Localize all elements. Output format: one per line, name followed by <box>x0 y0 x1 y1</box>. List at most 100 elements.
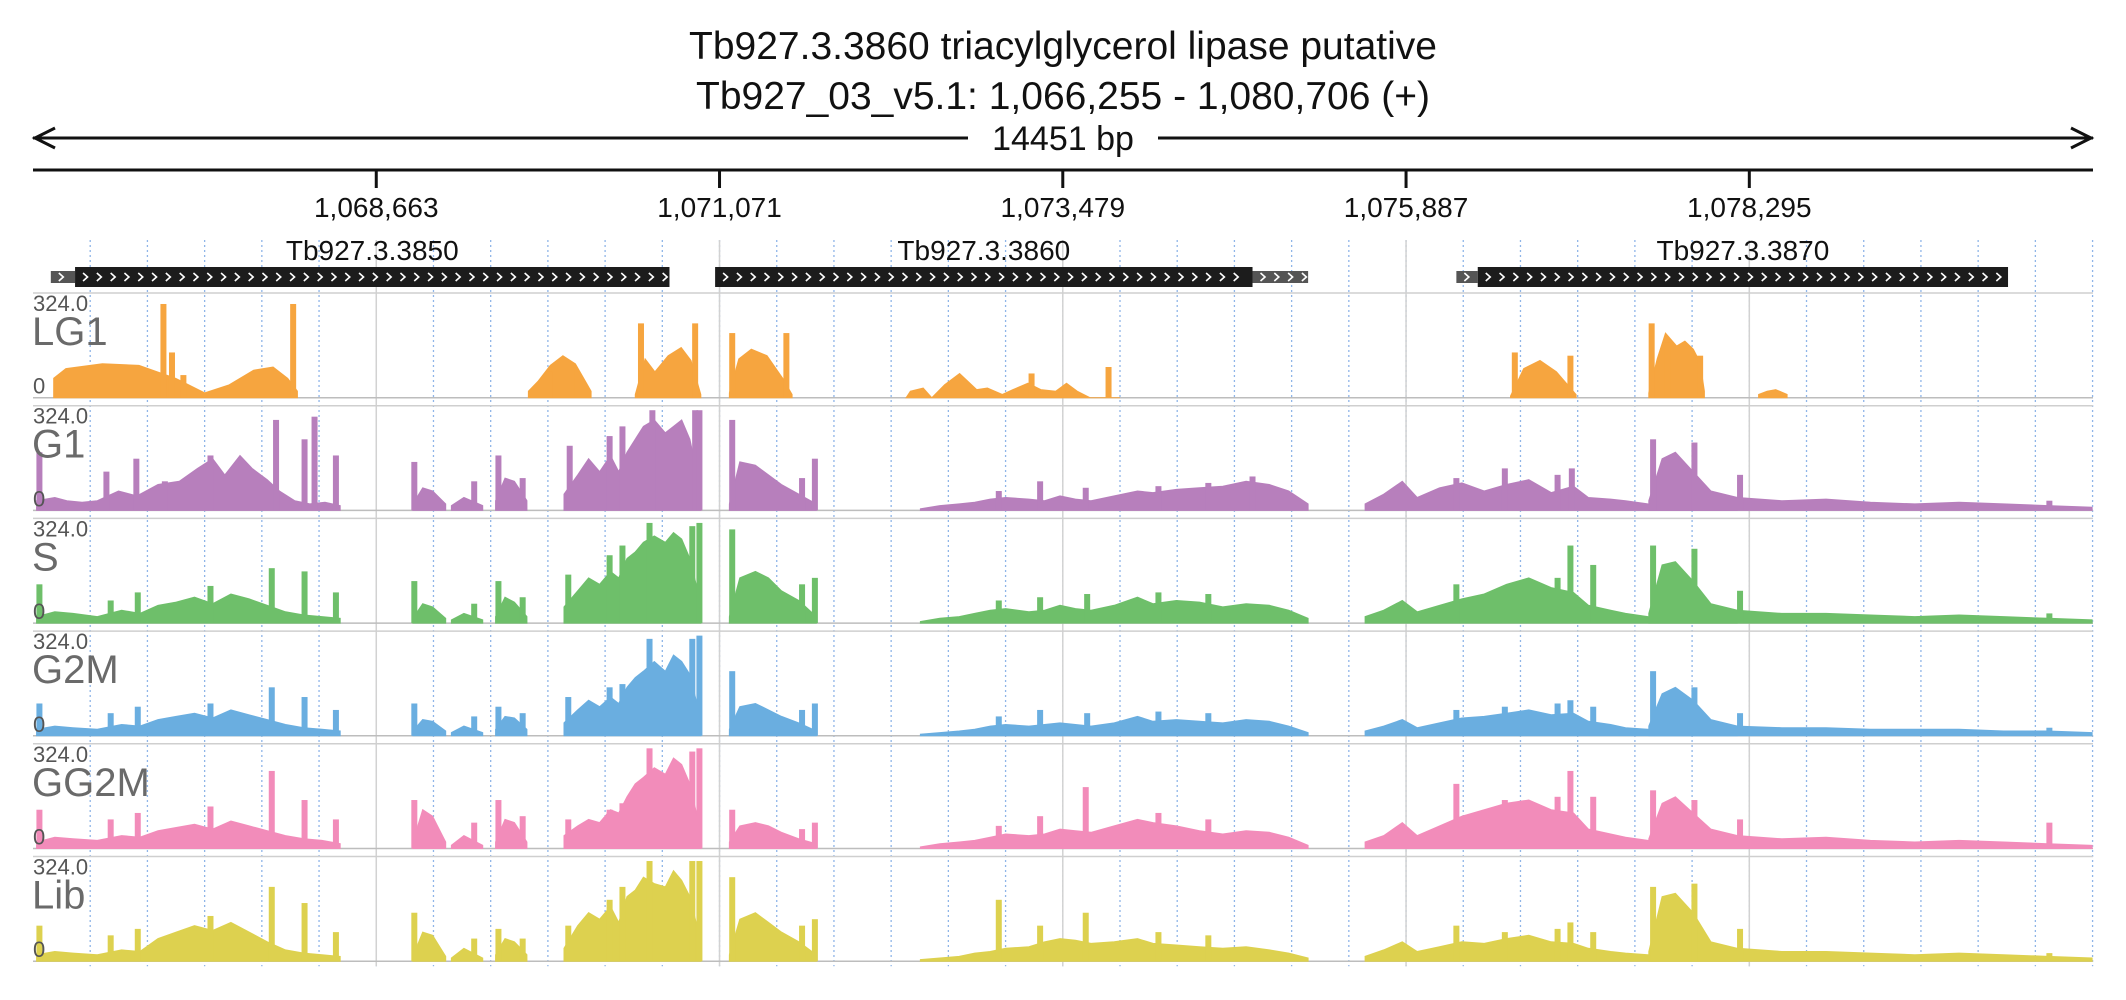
strand-chevron <box>970 272 978 282</box>
coverage-spike <box>1155 711 1162 736</box>
track-name-label: GG2M <box>32 761 150 805</box>
strand-chevron <box>1273 272 1281 282</box>
coverage-area <box>563 419 702 511</box>
coverage-spike <box>689 526 696 624</box>
coverage-spike <box>1554 928 1561 962</box>
coverage-spike <box>207 455 214 511</box>
track-ymin-label: 0 <box>33 374 45 399</box>
coverage-spike <box>471 938 478 962</box>
coverage-spike <box>1648 323 1655 398</box>
coverage-spike <box>1037 597 1044 624</box>
coverage-area <box>36 820 341 849</box>
coverage-spike <box>495 455 502 511</box>
strand-chevron <box>1233 272 1240 282</box>
strand-chevron <box>441 272 448 282</box>
coverage-spike <box>107 600 114 624</box>
strand-chevron <box>455 272 462 282</box>
coverage-spike <box>1650 886 1657 962</box>
coverage-area <box>36 921 341 962</box>
coverage-spike <box>606 687 613 736</box>
coverage-spike <box>689 861 696 962</box>
coverage-area <box>1648 451 2093 511</box>
strand-chevron <box>1177 272 1185 282</box>
track-name-label: G2M <box>32 648 119 692</box>
coverage-spike <box>1691 442 1698 511</box>
strand-chevron <box>1485 272 1492 282</box>
coverage-spike <box>36 584 43 624</box>
coverage-spike <box>332 455 339 511</box>
coverage-spike <box>2046 953 2053 962</box>
strand-chevron <box>1595 272 1602 282</box>
strand-chevron <box>1899 272 1906 282</box>
coverage-area <box>919 596 1309 624</box>
coverage-spike <box>619 545 626 624</box>
coverage-spike <box>1453 478 1460 511</box>
coverage-spike <box>649 410 656 511</box>
coverage-area <box>527 355 592 399</box>
strand-chevron <box>1844 272 1851 282</box>
coverage-area <box>919 938 1309 962</box>
strand-chevron <box>1761 272 1768 282</box>
track-s: 324.0S 0 <box>32 516 2093 624</box>
gridlines <box>89 240 2094 967</box>
coverage-spike <box>471 822 478 849</box>
coverage-area <box>450 947 484 962</box>
strand-chevron <box>791 272 798 282</box>
coverage-spike <box>1205 819 1212 849</box>
coverage-spike <box>290 303 297 398</box>
coverage-spike <box>1650 790 1657 849</box>
coverage-spike <box>161 481 168 511</box>
coverage-spike <box>36 925 43 962</box>
strand-chevron <box>82 272 89 282</box>
coverage-spike <box>606 899 613 962</box>
strand-chevron <box>750 272 757 282</box>
coverage-spike <box>646 638 653 736</box>
strand-chevron <box>1581 272 1589 282</box>
coverage-spike <box>268 568 275 624</box>
strand-chevron <box>1164 272 1171 282</box>
coverage-spike <box>1155 812 1162 849</box>
coverage-area <box>36 593 341 624</box>
coverage-spike <box>1037 481 1044 511</box>
strand-chevron <box>1512 272 1520 282</box>
strand-chevron <box>915 272 923 282</box>
coverage-spike <box>332 932 339 962</box>
strand-chevron <box>123 272 131 282</box>
coverage-spike <box>729 877 736 962</box>
coverage-spike <box>1691 883 1698 962</box>
coverage-spike <box>332 819 339 849</box>
coverage-spike <box>1567 700 1574 736</box>
coverage-spike <box>1650 439 1657 511</box>
strand-chevron <box>151 272 158 282</box>
coverage-spike <box>107 935 114 962</box>
strand-chevron <box>248 272 255 282</box>
strand-chevron <box>179 272 186 282</box>
coverage-spike <box>1155 592 1162 624</box>
strand-chevron <box>998 272 1005 282</box>
strand-chevron <box>344 272 351 282</box>
track-ymin-label: 0 <box>33 825 45 850</box>
strand-chevron <box>192 272 200 282</box>
strand-chevron <box>1664 272 1671 282</box>
ruler-tick-label: 1,073,479 <box>1000 192 1125 223</box>
strand-chevron <box>537 272 545 282</box>
strand-chevron <box>984 272 992 282</box>
strand-chevron <box>206 272 213 282</box>
coverage-area <box>563 757 702 849</box>
coverage-spike <box>301 571 308 624</box>
strand-chevron <box>330 272 338 282</box>
coverage-spike <box>1567 922 1574 962</box>
coverage-spike <box>995 716 1002 736</box>
track-ymax-label: 324.0 <box>33 742 88 767</box>
chart-title-block: Tb927.3.3860 triacylglycerol lipase puta… <box>0 22 2126 122</box>
coverage-spike <box>1037 816 1044 849</box>
coverage-spike <box>1453 925 1460 962</box>
coverage-area <box>412 719 447 737</box>
coverage-spike <box>568 367 575 398</box>
coverage-spike <box>311 416 318 511</box>
coverage-spike <box>36 809 43 849</box>
strand-chevron <box>874 272 881 282</box>
strand-chevron <box>593 272 600 282</box>
